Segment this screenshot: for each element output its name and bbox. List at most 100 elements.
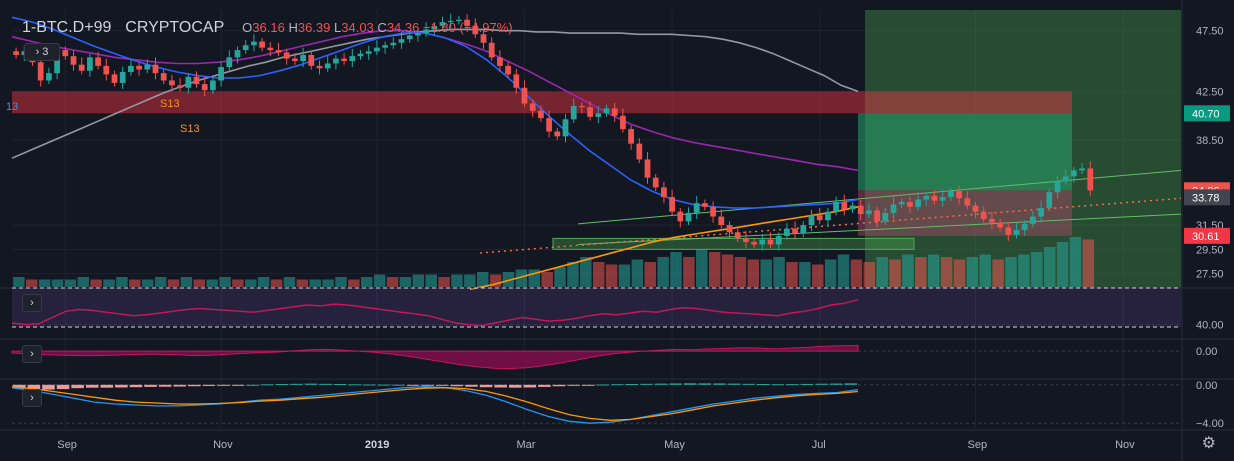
candle-body [693, 203, 700, 213]
candle-body [562, 119, 569, 137]
volume-bar [683, 257, 695, 287]
candle-body [111, 74, 118, 83]
volume-bar [863, 262, 876, 287]
price-tick-label: 27.50 [1196, 269, 1224, 281]
candle-body [669, 197, 675, 212]
high-value: 36.39 [297, 20, 331, 35]
collapse-indicators-button[interactable]: › 3 [24, 43, 60, 61]
candle-body [907, 201, 913, 207]
candle-body [87, 57, 93, 71]
candle-body [775, 235, 782, 245]
momentum-tick-label: 0.00 [1196, 346, 1217, 358]
candle-body [579, 105, 585, 108]
volume-bar [13, 277, 25, 287]
candle-body [1005, 227, 1012, 235]
volume-bar [141, 279, 154, 287]
volume-bar [953, 259, 966, 287]
momentum-expand-button[interactable]: › [22, 345, 42, 363]
candle-body [644, 159, 651, 178]
volume-bar [644, 262, 656, 287]
macd-histogram-bar [304, 383, 318, 385]
candle-body [70, 56, 77, 65]
volume-bar [554, 267, 566, 287]
time-tick-label: May [664, 439, 685, 451]
rsi-expand-button[interactable]: › [22, 294, 42, 312]
volume-bar [25, 279, 38, 287]
candle-body [497, 57, 503, 66]
candle-body [857, 205, 864, 215]
volume-bar [734, 257, 747, 287]
symbol-name[interactable]: 1-BTC.D+99 [22, 19, 112, 36]
price-tick-label: 47.50 [1196, 26, 1224, 38]
candle-body [267, 47, 274, 51]
target-zone [858, 113, 1072, 191]
candle-body [898, 201, 905, 205]
macd-line [11, 386, 859, 424]
candle-body [702, 203, 708, 207]
volume-bar [361, 277, 373, 287]
candle-body [743, 238, 749, 243]
candle-body [234, 50, 241, 58]
price-badge [1184, 105, 1230, 122]
volume-bar [1005, 257, 1017, 287]
volume-bar [541, 272, 553, 287]
candle-body [144, 64, 151, 70]
volume-bar [193, 279, 205, 287]
candle-body [423, 29, 429, 34]
chevron-right-icon: › [35, 46, 40, 58]
indicator-count: 3 [42, 46, 49, 58]
candle-body [54, 50, 60, 74]
candle-body [554, 131, 561, 137]
close-label: C [377, 20, 387, 35]
chevron-right-icon: › [30, 297, 34, 309]
price-tick-label: 38.50 [1196, 135, 1224, 147]
candle-body [283, 52, 290, 59]
volume-bar [1069, 237, 1082, 287]
candle-body [415, 33, 421, 36]
price-badge-label: 30.61 [1192, 231, 1220, 243]
candle-body [1054, 181, 1061, 193]
candle-body [1013, 229, 1020, 235]
candle-body [808, 215, 815, 226]
macd-histogram-bar [319, 383, 332, 385]
channel-lower-line [577, 213, 1182, 245]
macd-histogram-bar [494, 384, 507, 388]
macd-tick-label: −4.00 [1196, 418, 1224, 430]
volume-bar [721, 254, 734, 287]
candle-body [349, 56, 356, 62]
macd-histogram-bar [581, 384, 595, 386]
candle-body [661, 187, 667, 198]
macd-histogram-bar [756, 384, 770, 386]
volume-bar [502, 272, 515, 287]
rsi-tick-label: 40.00 [1196, 320, 1224, 332]
macd-histogram-bar [246, 384, 259, 386]
time-tick-label: Jul [812, 439, 826, 451]
macd-tick-label: 0.00 [1196, 380, 1217, 392]
candle-body [46, 73, 52, 81]
price-badge [1184, 189, 1230, 206]
candle-body [923, 195, 930, 200]
macd-histogram-bar [85, 384, 99, 388]
candle-body [636, 143, 643, 160]
gear-icon[interactable]: ⚙ [1201, 435, 1216, 452]
volume-bar [1082, 239, 1095, 287]
volume-bar [979, 254, 992, 287]
volume-bar [657, 257, 669, 287]
macd-expand-button[interactable]: › [22, 389, 42, 407]
macd-histogram-bar [465, 384, 478, 387]
volume-bar [1018, 254, 1030, 287]
candle-body [939, 197, 946, 201]
macd-histogram-bar [406, 384, 420, 386]
candle-body [218, 67, 224, 81]
candle-body [13, 51, 19, 55]
macd-histogram-bar [363, 384, 376, 386]
volume-bar [476, 272, 489, 287]
volume-bar [618, 264, 631, 287]
macd-histogram-bar [129, 384, 143, 388]
macd-histogram-bar [27, 384, 41, 390]
volume-bar [322, 279, 334, 287]
volume-bar [386, 277, 399, 287]
candle-body [538, 110, 544, 119]
volume-bar [451, 274, 463, 287]
volume-bar [786, 262, 798, 287]
